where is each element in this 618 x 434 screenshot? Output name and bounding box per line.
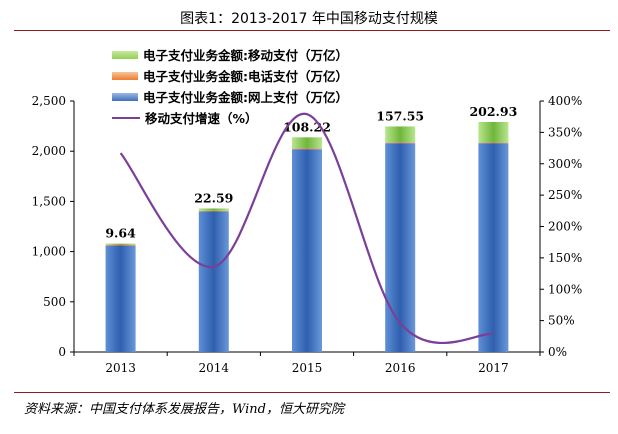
y-right-tick-label: 0%: [548, 345, 567, 359]
bar-mobile: [385, 126, 416, 143]
bar-online: [385, 143, 416, 352]
y-left-tick-label: 0: [58, 345, 66, 359]
chart-title: 图表1：2013-2017 年中国移动支付规模: [180, 11, 438, 27]
bar-online: [292, 149, 322, 352]
y-right-tick-label: 200%: [548, 220, 582, 234]
y-right-tick-label: 300%: [548, 157, 582, 171]
x-tick-label: 2015: [292, 361, 323, 375]
bar-phone: [105, 244, 136, 246]
y-right-tick-label: 250%: [548, 188, 582, 202]
legend-label-growth: 移动支付增速（%）: [145, 111, 258, 126]
data-label: 9.64: [105, 226, 136, 241]
y-left-tick-label: 1,500: [32, 194, 66, 208]
bar-mobile: [198, 208, 229, 211]
legend-label-online: 电子支付业务金额:网上支付（万亿）: [143, 90, 348, 105]
data-label: 202.93: [469, 104, 517, 119]
bar-phone: [385, 142, 416, 144]
legend-swatch-mobile: [112, 50, 138, 59]
source-note: 资料来源：中国支付体系发展报告，Wind，恒大研究院: [24, 402, 344, 417]
bar-online: [198, 211, 229, 352]
legend-item-growth: 移动支付增速（%）: [112, 107, 348, 128]
legend-item-online: 电子支付业务金额:网上支付（万亿）: [112, 86, 348, 107]
source-divider: [14, 392, 610, 393]
data-label: 22.59: [194, 190, 233, 205]
bar-online: [105, 245, 136, 352]
y-right-tick-label: 150%: [548, 251, 582, 265]
y-right-tick-label: 100%: [548, 282, 582, 296]
bar-phone: [198, 210, 229, 212]
bar-phone: [478, 142, 509, 144]
x-tick-label: 2017: [478, 361, 509, 375]
legend-label-mobile: 电子支付业务金额:移动支付（万亿）: [143, 48, 348, 63]
legend-swatch-online: [112, 92, 138, 101]
y-left-tick-label: 2,500: [32, 94, 66, 108]
x-tick-label: 2013: [105, 361, 136, 375]
stacked-bar-line-chart: 0 500 1,000 1,500 2,000 2,500 0% 50% 100% 150% 200…: [32, 94, 583, 375]
bar-phone: [292, 148, 322, 150]
growth-line: [119, 113, 494, 344]
data-label: 157.55: [376, 108, 424, 123]
y-left-tick-label: 500: [43, 295, 66, 309]
bar-mobile: [105, 243, 136, 245]
bar-mobile: [478, 121, 509, 143]
bar-online: [478, 143, 509, 352]
legend-line-growth: [112, 116, 140, 119]
y-left-tick-label: 2,000: [32, 144, 66, 158]
y-left-tick-label: 1,000: [32, 245, 66, 259]
legend-item-mobile: 电子支付业务金额:移动支付（万亿）: [112, 44, 348, 65]
x-tick-label: 2016: [385, 361, 416, 375]
y-right-tick-label: 350%: [548, 125, 582, 139]
x-tick-label: 2014: [199, 361, 230, 375]
y-right-tick-label: 400%: [548, 94, 582, 108]
y-right-tick-label: 50%: [548, 314, 575, 328]
bar-mobile: [292, 137, 322, 149]
legend-item-phone: 电子支付业务金额:电话支付（万亿）: [112, 65, 348, 86]
legend-label-phone: 电子支付业务金额:电话支付（万亿）: [143, 69, 348, 84]
legend-swatch-phone: [112, 71, 138, 80]
chart-legend: 电子支付业务金额:移动支付（万亿） 电子支付业务金额:电话支付（万亿） 电子支付…: [112, 44, 348, 128]
title-divider: [14, 30, 610, 31]
